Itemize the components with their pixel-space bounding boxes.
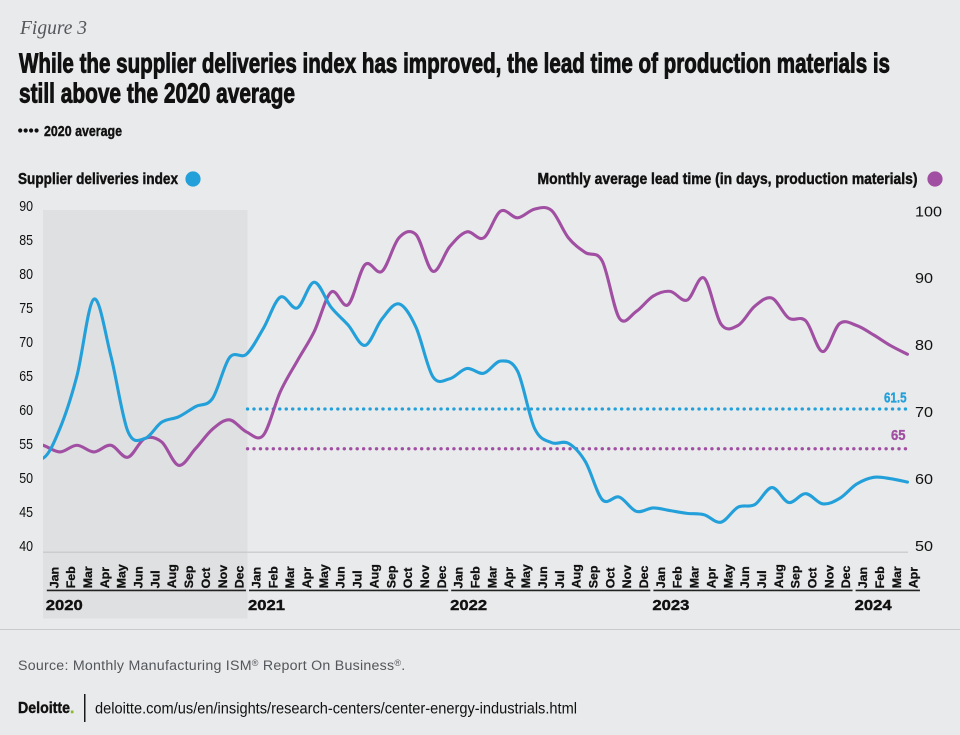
svg-text:Dec: Dec	[637, 565, 651, 588]
svg-text:Dec: Dec	[435, 565, 449, 588]
svg-text:100: 100	[915, 203, 942, 220]
svg-text:Sep: Sep	[384, 565, 398, 588]
svg-text:Apr: Apr	[300, 567, 314, 589]
svg-text:90: 90	[915, 270, 933, 287]
svg-text:Sep: Sep	[789, 565, 803, 588]
svg-text:70: 70	[915, 404, 933, 421]
svg-text:Feb: Feb	[671, 566, 685, 588]
svg-text:Apr: Apr	[502, 567, 516, 589]
svg-text:Jan: Jan	[47, 567, 61, 588]
svg-text:75: 75	[19, 301, 33, 317]
svg-text:Monthly average lead time (in: Monthly average lead time (in days, prod…	[538, 171, 918, 188]
svg-text:Aug: Aug	[772, 564, 786, 588]
svg-text:2022: 2022	[450, 597, 487, 614]
svg-text:Mar: Mar	[688, 566, 702, 588]
svg-text:80: 80	[915, 337, 933, 354]
svg-text:2024: 2024	[855, 597, 893, 614]
svg-text:Jan: Jan	[654, 567, 668, 588]
svg-text:Feb: Feb	[873, 566, 887, 588]
svg-text:Jun: Jun	[738, 566, 752, 588]
svg-text:Supplier deliveries index: Supplier deliveries index	[18, 171, 178, 188]
svg-text:While the supplier deliveries: While the supplier deliveries index has …	[19, 48, 890, 79]
svg-text:still above the 2020 average: still above the 2020 average	[19, 78, 295, 109]
svg-text:Mar: Mar	[485, 566, 499, 588]
svg-text:Oct: Oct	[603, 568, 617, 589]
svg-text:Deloitte.: Deloitte.	[18, 700, 74, 717]
svg-text:May: May	[115, 564, 129, 588]
svg-text:Sep: Sep	[182, 565, 196, 588]
svg-text:Apr: Apr	[907, 567, 921, 589]
svg-text:Aug: Aug	[367, 564, 381, 588]
svg-text:Jan: Jan	[856, 567, 870, 588]
svg-text:60: 60	[19, 403, 33, 419]
svg-text:Oct: Oct	[199, 568, 213, 589]
svg-text:Sep: Sep	[587, 565, 601, 588]
svg-text:May: May	[317, 564, 331, 588]
svg-text:90: 90	[19, 199, 33, 215]
svg-text:50: 50	[19, 471, 33, 487]
svg-text:deloitte.com/us/en/insights/re: deloitte.com/us/en/insights/research-cen…	[95, 701, 577, 718]
svg-text:2021: 2021	[248, 597, 285, 614]
svg-text:Jul: Jul	[553, 570, 567, 588]
svg-text:40: 40	[19, 539, 33, 555]
svg-text:Source: Monthly Manufacturing: Source: Monthly Manufacturing ISM® Repor…	[18, 658, 405, 674]
svg-text:85: 85	[19, 233, 33, 249]
svg-text:2020 average: 2020 average	[44, 124, 122, 140]
svg-text:Mar: Mar	[890, 566, 904, 588]
svg-text:61.5: 61.5	[884, 391, 907, 407]
svg-text:Jul: Jul	[148, 570, 162, 588]
svg-text:80: 80	[19, 267, 33, 283]
svg-text:Aug: Aug	[570, 564, 584, 588]
svg-text:Jan: Jan	[452, 567, 466, 588]
svg-text:Feb: Feb	[266, 566, 280, 588]
svg-text:Apr: Apr	[98, 567, 112, 589]
svg-text:Oct: Oct	[401, 568, 415, 589]
svg-text:Feb: Feb	[64, 566, 78, 588]
svg-text:50: 50	[915, 538, 933, 555]
svg-text:Mar: Mar	[283, 566, 297, 588]
svg-text:Dec: Dec	[233, 565, 247, 588]
svg-text:70: 70	[19, 335, 33, 351]
svg-text:Nov: Nov	[216, 565, 230, 589]
svg-text:Nov: Nov	[620, 565, 634, 589]
svg-text:Dec: Dec	[839, 565, 853, 588]
svg-text:2020: 2020	[46, 597, 83, 614]
svg-text:45: 45	[19, 505, 33, 521]
svg-text:Mar: Mar	[81, 566, 95, 588]
svg-text:Oct: Oct	[806, 568, 820, 589]
svg-text:Jul: Jul	[351, 570, 365, 588]
svg-text:Nov: Nov	[822, 565, 836, 589]
svg-text:55: 55	[19, 437, 33, 453]
svg-text:Feb: Feb	[469, 566, 483, 588]
svg-text:60: 60	[915, 471, 933, 488]
svg-text:Figure 3: Figure 3	[19, 18, 87, 39]
svg-text:May: May	[519, 564, 533, 588]
svg-text:2023: 2023	[652, 597, 689, 614]
svg-text:Jan: Jan	[250, 567, 264, 588]
svg-text:Aug: Aug	[165, 564, 179, 588]
svg-text:Jun: Jun	[334, 566, 348, 588]
svg-text:Jul: Jul	[755, 570, 769, 588]
svg-text:Jun: Jun	[536, 566, 550, 588]
svg-text:Nov: Nov	[418, 565, 432, 589]
svg-text:65: 65	[891, 428, 906, 444]
svg-text:Jun: Jun	[132, 566, 146, 588]
svg-text:May: May	[721, 564, 735, 588]
svg-text:Apr: Apr	[704, 567, 718, 589]
svg-text:65: 65	[19, 369, 33, 385]
